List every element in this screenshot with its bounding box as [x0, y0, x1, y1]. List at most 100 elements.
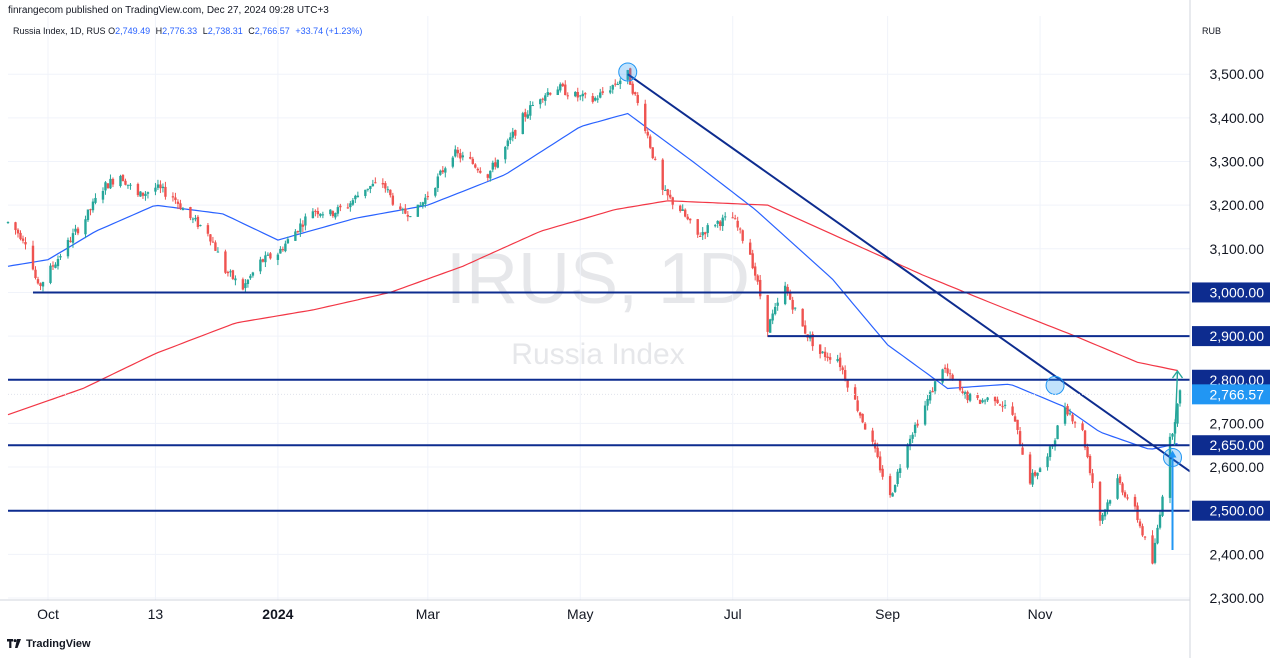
candle-body [718, 221, 722, 226]
candle-body [296, 231, 300, 233]
publisher-header: finrangecom published on TradingView.com… [8, 5, 329, 16]
candle-body [304, 216, 307, 226]
candle-body [229, 271, 232, 273]
y-tick-label: 3,400.00 [1210, 110, 1265, 126]
marker-circle [618, 62, 638, 82]
candle-body [249, 275, 252, 279]
candle-body [751, 253, 754, 269]
candle-body [926, 398, 929, 406]
candle-body [479, 170, 482, 173]
candle-body [791, 299, 794, 310]
candle-body [156, 184, 160, 188]
candle-body [1066, 406, 1069, 415]
candle-body [69, 240, 72, 242]
candle-body [738, 228, 742, 230]
target-arrow [1173, 370, 1179, 446]
candle-body [209, 234, 212, 242]
candle-body [426, 196, 430, 198]
candle-body [838, 357, 842, 368]
candle-body [106, 183, 110, 189]
candle-body [241, 279, 245, 290]
candle-body [856, 400, 859, 411]
legend-low-label: L [202, 26, 208, 36]
candle-body [978, 399, 982, 404]
candle-body [1116, 478, 1119, 499]
y-tick-label: 3,500.00 [1210, 66, 1265, 82]
candle-body [993, 396, 997, 402]
candle-body [1083, 430, 1087, 448]
candle-body [369, 185, 372, 189]
candle-body [89, 209, 92, 211]
y-tick-label: 3,200.00 [1210, 197, 1265, 213]
candle-body [758, 279, 762, 297]
candle-body [436, 176, 440, 188]
candle-body [681, 209, 684, 211]
candle-body [416, 204, 420, 217]
footer-branding[interactable]: TradingView [7, 638, 91, 650]
candle-body [1161, 496, 1164, 516]
candle-body [191, 218, 195, 220]
candle-body [381, 183, 385, 185]
candle-body [891, 493, 894, 497]
symbol-watermark: IRUS, 1D Russia Index [446, 239, 750, 371]
candle-body [559, 84, 562, 91]
candle-body [524, 112, 527, 117]
candle-body [741, 230, 744, 241]
candle-body [748, 242, 752, 255]
candle-body [684, 209, 687, 217]
candle-body [424, 197, 427, 204]
candle-body [319, 213, 322, 216]
candle-body [1033, 472, 1037, 476]
candle-body [476, 168, 480, 171]
candle-body [419, 205, 422, 207]
legend-change: +33.74 (+1.23%) [295, 26, 363, 36]
legend-high: 2,776.33 [162, 26, 198, 36]
candle-body [371, 183, 375, 187]
candle-body [723, 216, 727, 218]
candle-body [181, 208, 185, 211]
candle-body [1126, 497, 1129, 499]
candle-body [1168, 436, 1172, 498]
candle-body [59, 256, 62, 258]
candle-body [489, 170, 492, 179]
level-tag [1192, 282, 1270, 303]
candle-body [599, 92, 602, 98]
candle-body [666, 189, 669, 196]
candle-body [1011, 406, 1014, 415]
candle-body [439, 170, 442, 175]
candle-body [404, 208, 407, 214]
x-tick-label: Oct [37, 606, 59, 622]
candle-body [111, 178, 115, 185]
marker-layer [618, 62, 1184, 550]
candle-body [511, 131, 514, 138]
candle-body [1178, 390, 1182, 404]
trendline-layer [627, 73, 1191, 473]
candle-body [1013, 416, 1017, 422]
candle-body [841, 367, 844, 371]
candle-body [661, 159, 664, 190]
candle-body [966, 391, 969, 401]
candle-body [1071, 414, 1074, 422]
candle-body [176, 201, 180, 204]
candle-body [1121, 483, 1124, 493]
candle-body [1028, 454, 1032, 484]
candle-body [406, 214, 410, 217]
candle-body [34, 269, 37, 278]
footer-brand: TradingView [26, 638, 91, 650]
candle-body [716, 220, 719, 224]
level-label: 2,900.00 [1210, 328, 1265, 344]
legend-symbol: Russia Index, 1D, RUS [13, 26, 106, 36]
currency-label: RUB [1202, 26, 1222, 36]
legend-open-label: O [108, 26, 116, 36]
candle-body [31, 245, 35, 270]
y-tick-label: 2,700.00 [1210, 415, 1265, 431]
candle-body [351, 200, 355, 205]
candle-body [1123, 492, 1127, 497]
candle-body [141, 192, 145, 196]
candle-body [54, 264, 57, 268]
candle-body [164, 186, 167, 197]
candle-body [544, 95, 547, 101]
candle-body [441, 170, 445, 173]
candle-body [336, 207, 340, 214]
